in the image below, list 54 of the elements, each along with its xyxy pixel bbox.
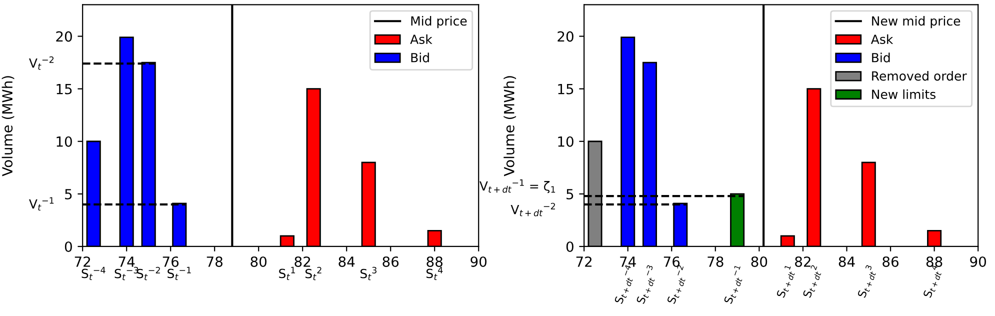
legend-label: New limits: [872, 89, 936, 100]
text: V$_{t}$$^{−2}$: [29, 56, 54, 70]
text: S$_{t+dt}$$^{−1}$: [722, 264, 746, 305]
legend-label: Ask: [410, 34, 432, 44]
x-tick-label: 86: [882, 256, 898, 267]
legend-label: Bid: [411, 52, 429, 62]
text: S$_{t}$$^{1}$: [279, 266, 295, 280]
x-tick-label: 74: [620, 256, 636, 267]
text: S$_{t}$$^{3}$: [360, 266, 376, 280]
y-tick-label: 5: [566, 189, 574, 200]
text: V$_{t+dt}$$^{−2}$: [510, 202, 555, 216]
x-tick-label: 90: [970, 256, 986, 267]
x-tick-label: 88: [426, 256, 442, 267]
y-tick-label: 15: [56, 84, 72, 94]
x-tick-label: 90: [470, 256, 487, 267]
x-tick-label: 76: [162, 256, 179, 267]
x-tick-label: 80: [751, 256, 768, 267]
x-tick-label: 78: [206, 256, 222, 267]
legend-label: Ask: [870, 34, 894, 44]
text: S$_{t}$$^{−2}$: [136, 266, 160, 280]
y-tick-label: 20: [558, 31, 574, 42]
legend-label: Bid: [872, 52, 890, 62]
text: S$_{t+dt}$$^{−3}$: [634, 264, 659, 305]
y-tick-label: 10: [558, 136, 574, 147]
y-tick-label: 0: [64, 241, 72, 252]
x-tick-label: 72: [74, 256, 90, 267]
text: S$_{t+dt}$$^{3}$: [856, 264, 878, 299]
text: V$_{t+dt}$$^{−1}$ = ζ$_{1}$: [480, 179, 556, 194]
x-tick-label: 80: [250, 256, 267, 267]
y-tick-label: 15: [558, 84, 574, 94]
text: S$_{t}$$^{−1}$: [168, 266, 191, 280]
x-tick-label: 76: [664, 256, 680, 267]
legend-label: Removed order: [872, 71, 967, 81]
y-axis-title: Volume (MWh): [504, 76, 516, 176]
x-tick-label: 82: [795, 256, 810, 267]
legend-label: Mid price: [411, 16, 467, 28]
x-tick-label: 88: [926, 256, 942, 267]
x-tick-label: 74: [118, 256, 135, 267]
legend-label: New mid price: [872, 16, 960, 28]
y-tick-label: 20: [56, 31, 72, 42]
y-axis-title: Volume (MWh): [2, 76, 14, 176]
y-tick-label: 0: [566, 241, 574, 252]
text: S$_{t}$$^{−4}$: [82, 266, 106, 280]
x-tick-label: 72: [576, 256, 592, 267]
x-tick-label: 84: [338, 256, 355, 267]
text: S$_{t}$$^{2}$: [305, 266, 322, 280]
x-tick-label: 82: [294, 256, 310, 267]
y-tick-label: 10: [56, 136, 72, 147]
x-tick-label: 86: [382, 256, 399, 267]
text: V$_{t}$$^{−1}$: [29, 197, 54, 210]
text: S$_{t}$$^{4}$: [426, 266, 443, 280]
x-tick-label: 84: [838, 256, 855, 267]
x-tick-label: 78: [708, 256, 724, 267]
y-tick-label: 5: [65, 189, 72, 200]
